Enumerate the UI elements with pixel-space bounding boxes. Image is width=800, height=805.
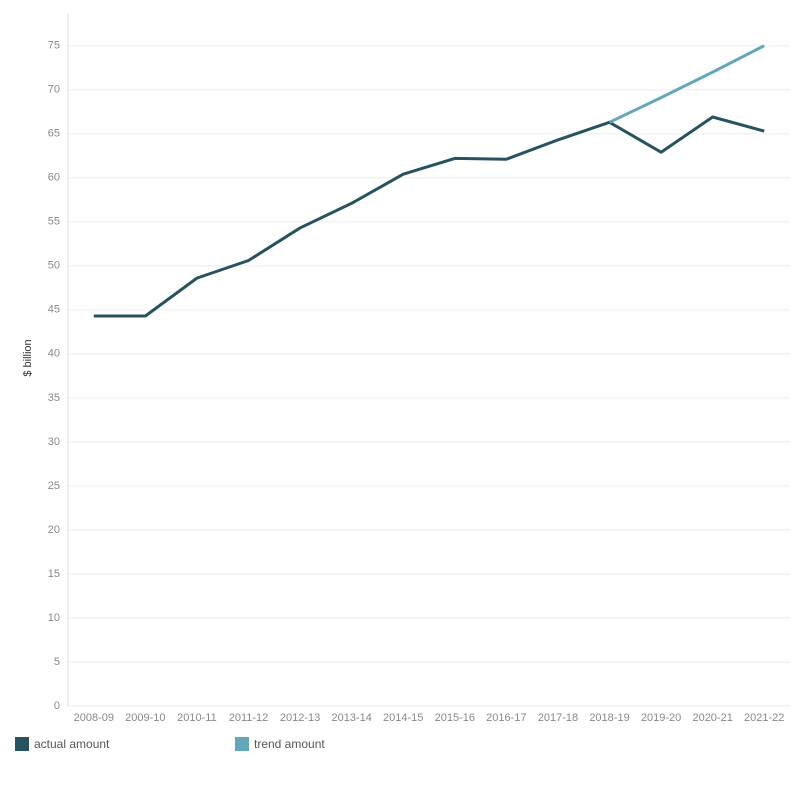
y-tick-label: 25 <box>48 480 60 492</box>
y-tick-label: 40 <box>48 348 60 360</box>
legend-swatch <box>15 737 29 751</box>
y-tick-label: 0 <box>54 700 60 712</box>
y-tick-label: 30 <box>48 436 60 448</box>
y-tick-label: 50 <box>48 260 60 272</box>
x-tick-label: 2018-19 <box>589 712 629 724</box>
x-tick-label: 2012-13 <box>280 712 320 724</box>
x-tick-label: 2009-10 <box>125 712 165 724</box>
x-tick-label: 2016-17 <box>486 712 526 724</box>
y-tick-label: 55 <box>48 216 60 228</box>
x-tick-label: 2014-15 <box>383 712 423 724</box>
y-tick-label: 60 <box>48 172 60 184</box>
line-series <box>608 44 765 124</box>
x-tick-label: 2017-18 <box>538 712 578 724</box>
y-tick-label: 35 <box>48 392 60 404</box>
x-tick-label: 2019-20 <box>641 712 681 724</box>
line-series <box>93 115 765 318</box>
y-tick-label: 20 <box>48 524 60 536</box>
y-tick-label: 45 <box>48 304 60 316</box>
legend-label: actual amount <box>34 737 110 751</box>
y-tick-label: 65 <box>48 128 60 140</box>
x-tick-label: 2021-22 <box>744 712 784 724</box>
legend-label: trend amount <box>254 737 325 751</box>
x-tick-label: 2015-16 <box>435 712 475 724</box>
x-tick-label: 2008-09 <box>74 712 114 724</box>
y-tick-label: 75 <box>48 40 60 52</box>
y-axis-label: $ billion <box>22 339 34 376</box>
legend-swatch <box>235 737 249 751</box>
y-tick-label: 15 <box>48 568 60 580</box>
x-tick-label: 2013-14 <box>331 712 371 724</box>
y-tick-label: 5 <box>54 656 60 668</box>
x-tick-label: 2010-11 <box>177 712 217 724</box>
y-tick-label: 10 <box>48 612 60 624</box>
x-tick-label: 2020-21 <box>692 712 732 724</box>
x-tick-label: 2011-12 <box>229 712 269 724</box>
y-tick-label: 70 <box>48 84 60 96</box>
